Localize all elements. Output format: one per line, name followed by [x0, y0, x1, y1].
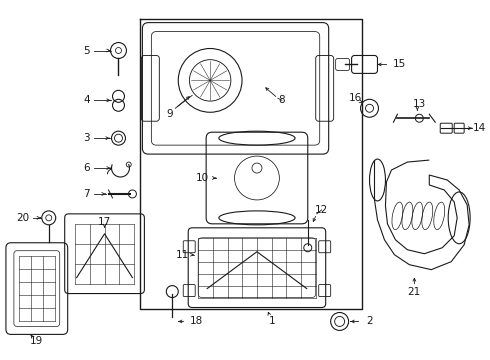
Text: 19: 19	[30, 336, 44, 346]
Text: 12: 12	[315, 205, 328, 215]
Text: 16: 16	[349, 93, 362, 103]
Text: 20: 20	[16, 213, 29, 223]
Text: 2: 2	[366, 316, 373, 327]
Text: 9: 9	[166, 109, 172, 119]
Text: 11: 11	[175, 250, 189, 260]
Text: 1: 1	[269, 316, 275, 327]
Text: 14: 14	[472, 123, 486, 133]
Text: 18: 18	[190, 316, 203, 327]
Text: 13: 13	[413, 99, 426, 109]
Text: 6: 6	[83, 163, 90, 173]
Text: 15: 15	[393, 59, 406, 69]
Text: 21: 21	[408, 287, 421, 297]
Text: 17: 17	[98, 217, 111, 227]
Text: 3: 3	[83, 133, 90, 143]
Text: 7: 7	[83, 189, 90, 199]
Text: 10: 10	[196, 173, 209, 183]
Text: 4: 4	[83, 95, 90, 105]
Text: 8: 8	[278, 95, 285, 105]
Text: 5: 5	[83, 45, 90, 55]
